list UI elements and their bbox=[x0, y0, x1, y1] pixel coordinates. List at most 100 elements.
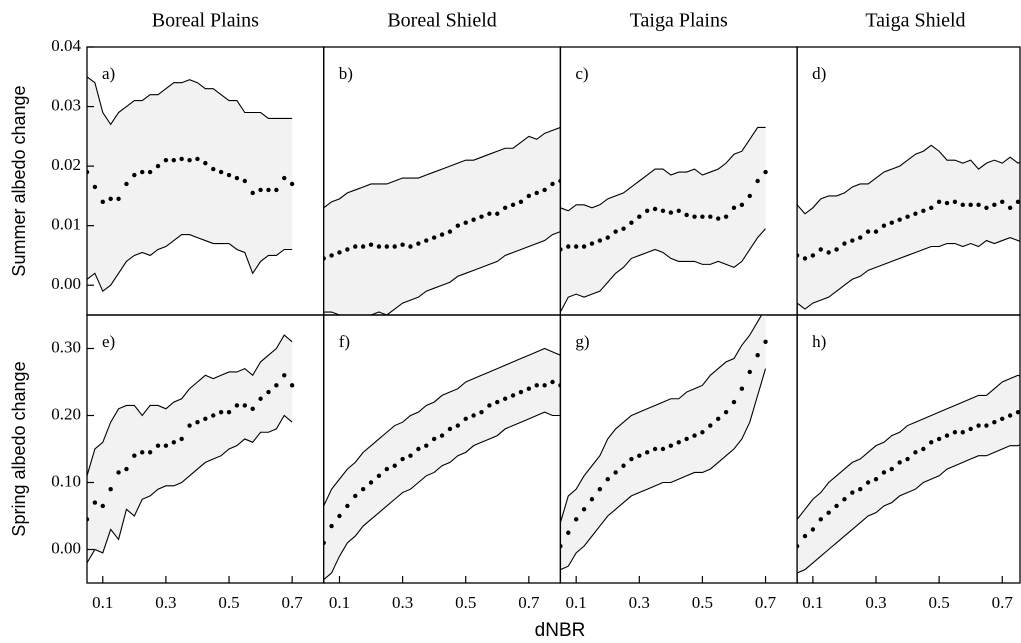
band bbox=[797, 375, 1020, 573]
mean-dot bbox=[439, 232, 445, 237]
mean-dot bbox=[116, 196, 121, 202]
mean-dot bbox=[234, 403, 240, 408]
mean-dot bbox=[763, 169, 768, 175]
mean-dot bbox=[408, 244, 413, 249]
mean-dot bbox=[936, 436, 942, 442]
panel-label: f) bbox=[339, 332, 350, 351]
mean-dot bbox=[921, 446, 926, 452]
mean-dot bbox=[802, 256, 808, 261]
mean-dot bbox=[495, 211, 500, 216]
mean-dot bbox=[518, 199, 524, 205]
mean-dot bbox=[92, 184, 98, 190]
lower-bound-line bbox=[87, 234, 293, 293]
x-tick-label: 0.3 bbox=[155, 593, 176, 612]
mean-dot bbox=[187, 423, 192, 428]
mean-dot bbox=[810, 527, 816, 532]
x-tick-label: 0.5 bbox=[455, 593, 476, 612]
mean-dot bbox=[447, 229, 453, 234]
mean-dot bbox=[960, 430, 965, 435]
mean-dot bbox=[842, 497, 847, 502]
mean-dot bbox=[282, 175, 287, 181]
mean-dot bbox=[218, 409, 224, 415]
mean-dot bbox=[826, 250, 831, 255]
mean-dot bbox=[100, 503, 105, 509]
mean-dot bbox=[211, 166, 216, 172]
lower-bound-line bbox=[797, 444, 1020, 574]
panel: h) 0.1 0.3 0.5 0.7 bbox=[796, 314, 1021, 612]
mean-dot bbox=[392, 463, 397, 468]
band bbox=[560, 315, 766, 570]
plot-area bbox=[323, 347, 561, 581]
mean-dot bbox=[132, 453, 137, 458]
mean-dot bbox=[171, 440, 176, 445]
panel: e) Spring albedo change 0.00 0.10 0.20 0.30 0.… bbox=[9, 314, 325, 612]
mean-dot bbox=[353, 493, 358, 499]
mean-dot bbox=[865, 480, 871, 485]
mean-dot bbox=[613, 229, 618, 234]
mean-dot bbox=[960, 202, 965, 208]
y-tick-label: 0.02 bbox=[51, 155, 81, 174]
mean-dot bbox=[431, 235, 437, 240]
y-tick-label: 0.30 bbox=[51, 337, 81, 356]
mean-dot bbox=[502, 396, 508, 401]
mean-dot bbox=[700, 214, 705, 219]
mean-dot bbox=[700, 430, 705, 435]
mean-dot bbox=[952, 430, 958, 435]
mean-dot bbox=[408, 453, 413, 458]
mean-dot bbox=[258, 396, 263, 401]
mean-dot bbox=[337, 250, 342, 255]
mean-dot bbox=[716, 216, 721, 221]
panel: f) 0.1 0.3 0.5 0.7 bbox=[323, 314, 562, 612]
mean-dot bbox=[589, 497, 595, 502]
mean-dot bbox=[495, 399, 500, 405]
plot-area bbox=[560, 126, 768, 313]
mean-dot bbox=[905, 456, 910, 462]
lower-bound-line bbox=[560, 368, 767, 571]
mean-dot bbox=[368, 242, 374, 247]
x-tick-label: 0.7 bbox=[755, 593, 777, 612]
mean-dot bbox=[637, 214, 642, 219]
mean-dot bbox=[984, 423, 989, 428]
mean-dot bbox=[329, 523, 334, 529]
mean-dot bbox=[739, 202, 745, 208]
mean-dot bbox=[573, 244, 579, 249]
mean-dot bbox=[124, 181, 129, 187]
upper-bound-line bbox=[797, 374, 1020, 520]
mean-dot bbox=[597, 238, 603, 243]
mean-dot bbox=[716, 416, 721, 422]
mean-dot bbox=[250, 406, 255, 411]
x-tick-label: 0.7 bbox=[282, 593, 304, 612]
x-axis-label: dNBR bbox=[535, 620, 586, 641]
mean-dot bbox=[1007, 413, 1013, 418]
mean-dot bbox=[368, 480, 374, 485]
mean-dot bbox=[179, 156, 184, 162]
mean-dot bbox=[155, 443, 161, 448]
x-tick-label: 0.3 bbox=[392, 593, 413, 612]
mean-dot bbox=[345, 503, 350, 509]
mean-dot bbox=[360, 244, 366, 249]
mean-dot bbox=[550, 379, 555, 385]
mean-dot bbox=[439, 433, 445, 438]
mean-dot bbox=[479, 214, 484, 219]
mean-dot bbox=[755, 353, 760, 358]
mean-dot bbox=[621, 226, 626, 231]
mean-dot bbox=[676, 208, 681, 213]
mean-dot bbox=[676, 440, 681, 445]
mean-dot bbox=[132, 172, 137, 178]
mean-dot bbox=[597, 487, 603, 492]
mean-dot bbox=[289, 181, 295, 187]
mean-dot bbox=[913, 450, 918, 455]
mean-dot bbox=[621, 463, 626, 468]
mean-dot bbox=[581, 507, 587, 512]
mean-dot bbox=[526, 193, 532, 199]
plot-area bbox=[87, 334, 295, 564]
mean-dot bbox=[897, 460, 902, 465]
upper-bound-line bbox=[797, 144, 1020, 215]
lower-bound-line bbox=[560, 228, 766, 313]
panel-label: c) bbox=[575, 64, 588, 83]
mean-dot bbox=[889, 466, 894, 472]
mean-dot bbox=[218, 169, 224, 175]
panel-label: d) bbox=[812, 64, 826, 83]
